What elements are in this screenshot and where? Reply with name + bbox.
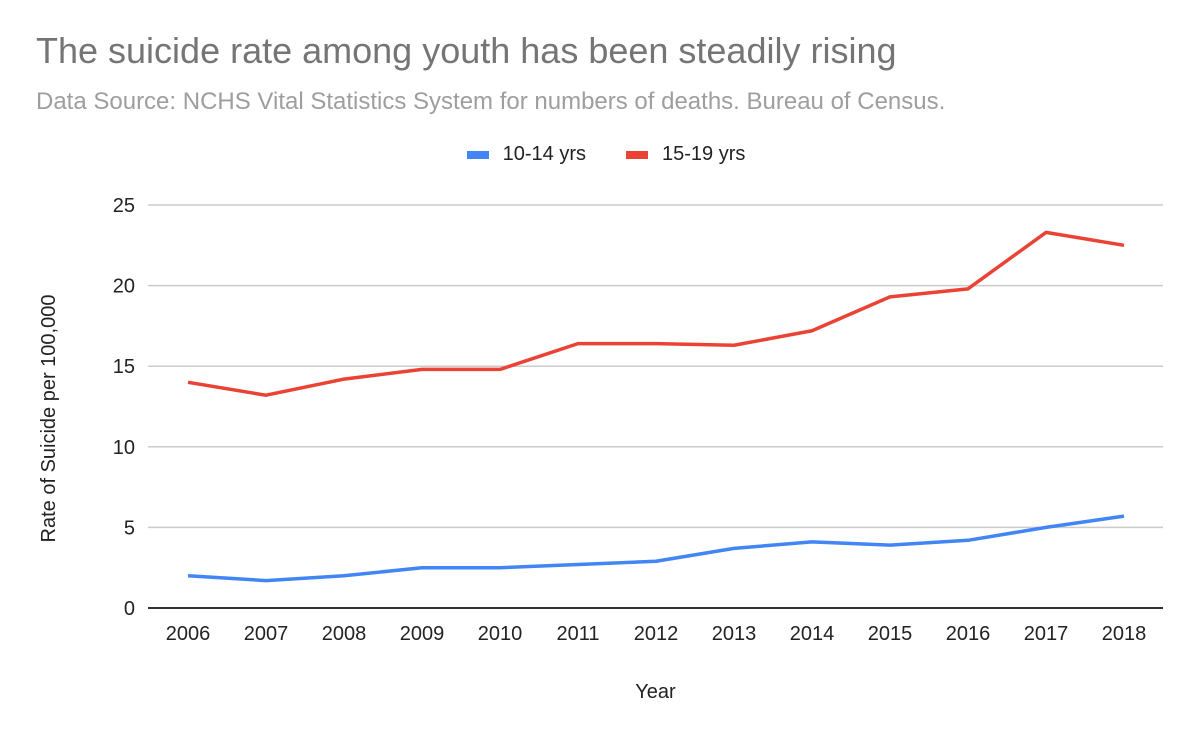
x-tick-label: 2017 [1024,623,1069,645]
x-tick-label: 2014 [790,623,835,645]
data-point[interactable] [808,538,816,546]
x-axis-ticks: 2006 2007 2008 2009 2010 2011 2012 2013 2014 2015… [166,623,1147,645]
data-point[interactable] [184,572,192,580]
data-point[interactable] [418,365,426,373]
data-point[interactable] [574,560,582,568]
legend-swatch-15-19 [626,150,648,159]
y-axis-ticks: 0 5 10 15 20 25 [113,195,135,620]
series-line-10-14-yrs[interactable] [187,514,1125,583]
y-tick-label: 25 [113,195,135,217]
data-point[interactable] [262,577,270,585]
legend-item-15-19[interactable]: 15-19 yrs [626,143,745,166]
legend-item-10-14[interactable]: 10-14 yrs [466,143,586,166]
series-line-15-19-yrs[interactable] [187,230,1125,397]
data-point[interactable] [1120,241,1128,249]
data-point[interactable] [1042,523,1050,531]
data-point[interactable] [496,564,504,572]
data-point[interactable] [964,536,972,544]
y-tick-label: 0 [124,598,135,620]
x-tick-label: 2010 [478,623,523,645]
data-point[interactable] [418,564,426,572]
data-point[interactable] [886,293,894,301]
series-lines [184,228,1128,585]
data-point[interactable] [340,375,348,383]
y-tick-label: 20 [113,276,135,298]
y-tick-label: 5 [124,517,135,539]
x-tick-label: 2006 [166,623,211,645]
data-point[interactable] [730,341,738,349]
data-point[interactable] [652,340,660,348]
y-tick-label: 10 [113,437,135,459]
x-tick-label: 2009 [400,623,445,645]
data-point[interactable] [808,327,816,335]
x-tick-label: 2008 [322,623,367,645]
data-point[interactable] [1120,512,1128,520]
gridlines [148,204,1163,529]
data-point[interactable] [262,391,270,399]
chart-title: The suicide rate among youth has been st… [36,30,897,71]
x-tick-label: 2007 [244,623,289,645]
x-tick-label: 2011 [556,623,599,645]
chart-subtitle: Data Source: NCHS Vital Statistics Syste… [36,88,946,115]
legend-label-10-14: 10-14 yrs [502,143,586,165]
y-tick-label: 15 [113,356,135,378]
legend-swatch-10-14 [466,150,489,159]
data-point[interactable] [496,365,504,373]
data-point[interactable] [652,557,660,565]
x-tick-label: 2013 [712,623,757,645]
legend: 10-14 yrs 15-19 yrs [0,143,1200,166]
data-point[interactable] [574,340,582,348]
x-tick-label: 2016 [946,623,991,645]
data-point[interactable] [730,544,738,552]
x-tick-label: 2018 [1102,623,1147,645]
x-tick-label: 2015 [868,623,913,645]
data-point[interactable] [1042,228,1050,236]
data-point[interactable] [886,541,894,549]
data-point[interactable] [184,378,192,386]
y-axis-title: Rate of Suicide per 100,000 [38,295,60,543]
legend-label-15-19: 15-19 yrs [662,143,746,165]
data-point[interactable] [340,572,348,580]
x-axis-title: Year [635,681,676,703]
x-tick-label: 2012 [634,623,679,645]
data-point[interactable] [964,285,972,293]
